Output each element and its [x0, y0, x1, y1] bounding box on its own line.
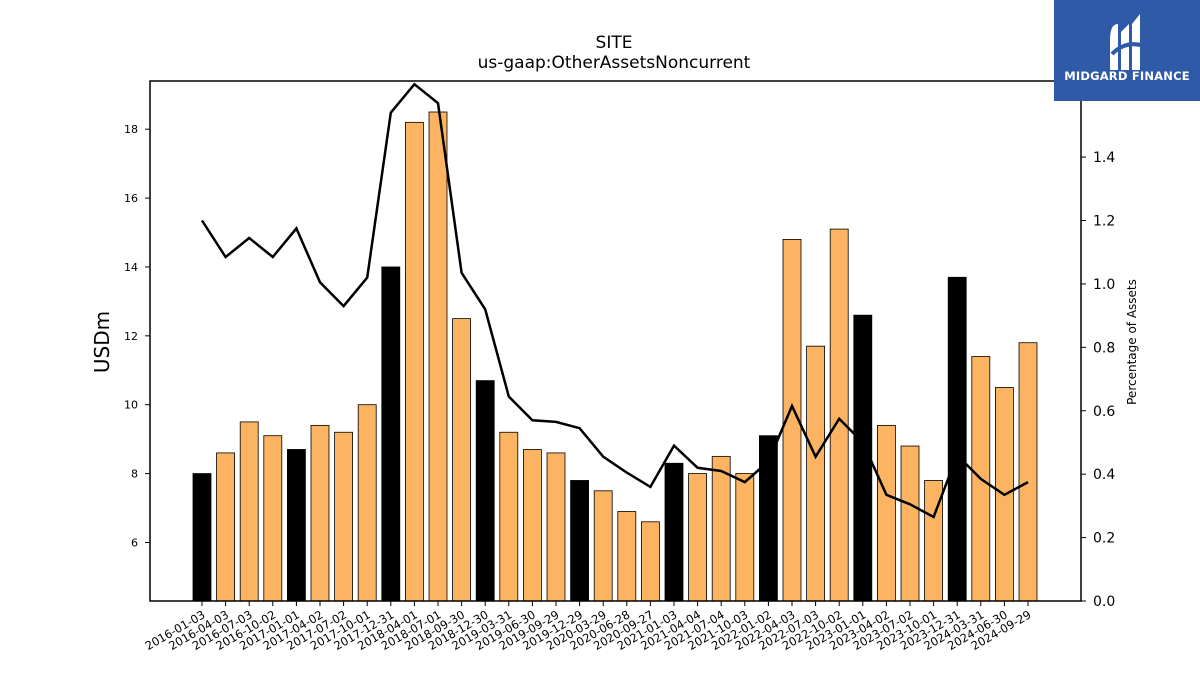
- percentage-line: [200, 82, 1029, 519]
- y2-axis-ticks: 0.00.20.40.60.81.01.21.41.6: [1081, 87, 1115, 610]
- bar-2023-12-31: [947, 276, 967, 602]
- bar-2021-01-03: [664, 462, 684, 602]
- bar-2018-04-01: [404, 121, 424, 602]
- bar-2017-04-02: [310, 424, 330, 602]
- y-tick-label: 14: [124, 261, 138, 274]
- y2-tick-label: 1.4: [1093, 150, 1115, 166]
- y2-tick-label: 0.2: [1093, 531, 1115, 547]
- y-tick-label: 12: [124, 330, 138, 343]
- y2-tick-label: 0.8: [1093, 340, 1115, 356]
- bar-2022-07-03: [806, 345, 825, 602]
- bar-2018-07-01: [428, 111, 448, 602]
- bar-2021-10-03: [735, 473, 755, 602]
- chart-title: SITE: [596, 33, 633, 53]
- y-tick-label: 10: [124, 399, 138, 412]
- bar-series: [192, 111, 1038, 602]
- bar-2024-09-29: [1018, 342, 1038, 602]
- y-tick-label: 6: [131, 536, 138, 549]
- bar-2016-04-03: [216, 452, 236, 602]
- bar-2022-10-02: [829, 228, 849, 602]
- bar-2019-12-29: [570, 480, 589, 602]
- plot-frame: [149, 80, 1082, 602]
- x-axis-ticks: 2016-01-032016-04-032016-07-032016-10-02…: [143, 601, 1034, 653]
- y-axis-ticks: 6 8 10 12 14 16 18: [124, 123, 150, 549]
- bar-2018-12-30: [475, 380, 495, 602]
- y2-tick-label: 1.2: [1093, 214, 1115, 230]
- bar-2016-07-03: [239, 421, 259, 602]
- bar-2017-01-01: [286, 449, 306, 602]
- bar-2017-07-02: [334, 431, 354, 602]
- bar-2016-01-03: [192, 473, 212, 602]
- bar-2023-07-02: [900, 445, 920, 602]
- bar-2021-07-04: [711, 455, 731, 602]
- y-tick-label: 8: [131, 468, 138, 481]
- bar-2018-09-30: [452, 318, 472, 602]
- y2-axis-label: Percentage of Assets: [1125, 279, 1139, 405]
- bar-2019-03-31: [499, 431, 519, 602]
- bar-2019-09-29: [546, 452, 566, 602]
- y2-tick-label: 0.0: [1093, 594, 1115, 610]
- bar-2020-09-27: [641, 521, 660, 602]
- bar-2016-10-02: [263, 435, 283, 602]
- y2-tick-label: 0.4: [1093, 467, 1115, 483]
- y2-tick-label: 0.6: [1093, 404, 1115, 420]
- y-tick-label: 18: [124, 123, 138, 136]
- logo-text: MIDGARD FINANCE: [1064, 69, 1190, 83]
- y-axis-label: USDm: [90, 311, 114, 373]
- bar-2020-06-28: [617, 511, 637, 602]
- bar-2019-06-30: [523, 449, 542, 602]
- y2-tick-label: 1.0: [1093, 277, 1115, 293]
- brand-logo: MIDGARD FINANCE: [1054, 0, 1200, 101]
- chart-subtitle: us-gaap:OtherAssetsNoncurrent: [478, 53, 751, 73]
- bar-2020-03-29: [593, 490, 613, 602]
- bar-2023-04-02: [877, 424, 896, 602]
- bar-2017-12-31: [381, 266, 401, 602]
- bar-2017-10-01: [357, 404, 377, 602]
- midgard-logo-icon: [1110, 14, 1145, 70]
- y-tick-label: 16: [124, 192, 138, 205]
- bar-2021-04-04: [688, 473, 707, 602]
